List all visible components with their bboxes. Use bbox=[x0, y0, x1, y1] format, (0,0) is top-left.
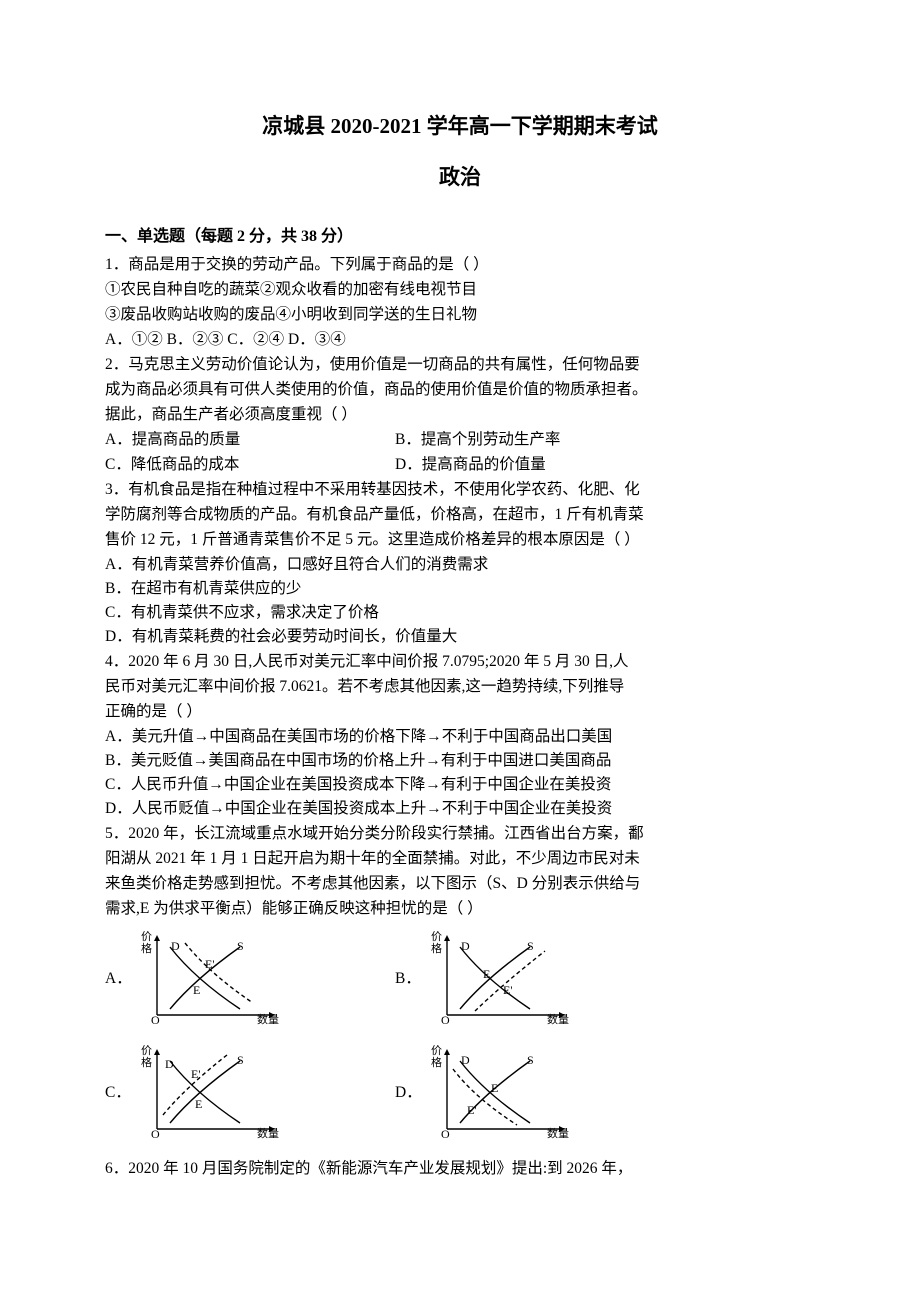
q2-c: C．降低商品的成本 bbox=[105, 453, 395, 477]
q2-opts-row2: C．降低商品的成本 D．提高商品的价值量 bbox=[105, 453, 815, 477]
q2-stem1: 2．马克思主义劳动价值论认为，使用价值是一切商品的共有属性，任何物品要 bbox=[105, 353, 815, 377]
chart-a-e: E bbox=[193, 981, 200, 1000]
chart-a-eprime: E' bbox=[205, 955, 215, 974]
q2-stem2: 成为商品必须具有可供人类使用的价值，商品的使用价值是价值的物质承担者。 bbox=[105, 378, 815, 402]
chart-d-e: E bbox=[491, 1079, 498, 1098]
q4-b: B．美元贬值→美国商品在中国市场的价格上升→有利于中国进口美国商品 bbox=[105, 749, 815, 773]
chart-c-label: C． bbox=[105, 1081, 135, 1105]
chart-d-ylabel: 价 格 bbox=[431, 1045, 442, 1069]
chart-c-ylabel: 价 格 bbox=[141, 1045, 152, 1069]
chart-d: 价 格 数量 D S E E' O bbox=[425, 1043, 575, 1143]
chart-a-d: D bbox=[171, 937, 180, 956]
q3-b: B．在超市有机青菜供应的少 bbox=[105, 577, 815, 601]
chart-b-o: O bbox=[441, 1011, 450, 1030]
q1-l2: ③废品收购站收购的废品④小明收到同学送的生日礼物 bbox=[105, 303, 815, 327]
chart-d-y1: 价 bbox=[431, 1045, 442, 1057]
chart-a-s: S bbox=[237, 937, 244, 956]
q5-stem1: 5．2020 年，长江流域重点水域开始分类分阶段实行禁捕。江西省出台方案，鄱 bbox=[105, 822, 815, 846]
chart-c-s: S bbox=[237, 1051, 244, 1070]
chart-d-o: O bbox=[441, 1125, 450, 1144]
q2-opts-row1: A．提高商品的质量 B．提高个别劳动生产率 bbox=[105, 428, 815, 452]
chart-c-y1: 价 bbox=[141, 1045, 152, 1057]
chart-c-e: E bbox=[195, 1095, 202, 1114]
section-header: 一、单选题（每题 2 分，共 38 分） bbox=[105, 225, 815, 250]
chart-c-o: O bbox=[151, 1125, 160, 1144]
chart-a-y2: 格 bbox=[141, 943, 152, 955]
chart-a: 价 格 数量 D S E' E O bbox=[135, 929, 285, 1029]
q4-d: D．人民币贬值→中国企业在美国投资成本上升→不利于中国企业在美投资 bbox=[105, 797, 815, 821]
q3-a: A．有机青菜营养价值高，口感好且符合人们的消费需求 bbox=[105, 553, 815, 577]
q3-opts: A．有机青菜营养价值高，口感好且符合人们的消费需求 B．在超市有机青菜供应的少 … bbox=[105, 553, 815, 649]
chart-a-ylabel: 价 格 bbox=[141, 931, 152, 955]
chart-c-eprime: E' bbox=[191, 1065, 201, 1084]
chart-d-label: D． bbox=[395, 1081, 425, 1105]
chart-b: 价 格 数量 D S E E' O bbox=[425, 929, 575, 1029]
q4-stem1: 4．2020 年 6 月 30 日,人民币对美元汇率中间价报 7.0795;20… bbox=[105, 650, 815, 674]
q4-c: C．人民币升值→中国企业在美国投资成本下降→有利于中国企业在美投资 bbox=[105, 773, 815, 797]
chart-b-xlabel: 数量 bbox=[547, 1012, 569, 1029]
chart-b-e: E bbox=[483, 965, 490, 984]
chart-c: 价 格 数量 D S E' E O bbox=[135, 1043, 285, 1143]
q4-stem3: 正确的是（ ） bbox=[105, 700, 815, 724]
chart-b-label: B． bbox=[395, 967, 425, 991]
q2-b: B．提高个别劳动生产率 bbox=[395, 428, 560, 452]
chart-a-o: O bbox=[151, 1011, 160, 1030]
chart-c-xlabel: 数量 bbox=[257, 1126, 279, 1143]
chart-d-y2: 格 bbox=[431, 1057, 442, 1069]
exam-subject: 政治 bbox=[105, 161, 815, 194]
q4-opts: A．美元升值→中国商品在美国市场的价格下降→不利于中国商品出口美国 B．美元贬值… bbox=[105, 725, 815, 821]
q2-a: A．提高商品的质量 bbox=[105, 428, 395, 452]
chart-b-d: D bbox=[461, 937, 470, 956]
q5-stem4: 需求,E 为供求平衡点）能够正确反映这种担忧的是（ ） bbox=[105, 897, 815, 921]
q1-opts: A．①② B．②③ C．②④ D．③④ bbox=[105, 328, 815, 352]
q1-stem: 1．商品是用于交换的劳动产品。下列属于商品的是（ ） bbox=[105, 253, 815, 277]
chart-c-y2: 格 bbox=[141, 1057, 152, 1069]
q2-d: D．提高商品的价值量 bbox=[395, 453, 546, 477]
q5-stem2: 阳湖从 2021 年 1 月 1 日起开启为期十年的全面禁捕。对此，不少周边市民… bbox=[105, 847, 815, 871]
q3-d: D．有机青菜耗费的社会必要劳动时间长，价值量大 bbox=[105, 625, 815, 649]
chart-c-d: D bbox=[165, 1055, 174, 1074]
charts-row-1: A． 价 格 数量 D S E' E O B． 价 格 数量 bbox=[105, 929, 815, 1029]
charts-row-2: C． 价 格 数量 D S E' E O D． 价 格 数量 bbox=[105, 1043, 815, 1143]
chart-a-y1: 价 bbox=[141, 931, 152, 943]
q3-stem2: 学防腐剂等合成物质的产品。有机食品产量低，价格高，在超市，1 斤有机青菜 bbox=[105, 503, 815, 527]
q3-stem3: 售价 12 元，1 斤普通青菜售价不足 5 元。这里造成价格差异的根本原因是（ … bbox=[105, 528, 815, 552]
exam-title: 凉城县 2020-2021 学年高一下学期期末考试 bbox=[105, 110, 815, 143]
q1-l1: ①农民自种自吃的蔬菜②观众收看的加密有线电视节目 bbox=[105, 278, 815, 302]
q2-stem3: 据此，商品生产者必须高度重视（ ） bbox=[105, 403, 815, 427]
q4-a: A．美元升值→中国商品在美国市场的价格下降→不利于中国商品出口美国 bbox=[105, 725, 815, 749]
chart-b-y2: 格 bbox=[431, 943, 442, 955]
chart-d-eprime: E' bbox=[467, 1101, 477, 1120]
q5-stem3: 来鱼类价格走势感到担忧。不考虑其他因素，以下图示（S、D 分别表示供给与 bbox=[105, 872, 815, 896]
chart-b-s: S bbox=[527, 937, 534, 956]
q3-stem1: 3．有机食品是指在种植过程中不采用转基因技术，不使用化学农药、化肥、化 bbox=[105, 478, 815, 502]
chart-b-y1: 价 bbox=[431, 931, 442, 943]
chart-d-s: S bbox=[527, 1051, 534, 1070]
chart-a-xlabel: 数量 bbox=[257, 1012, 279, 1029]
chart-d-d: D bbox=[461, 1051, 470, 1070]
q6-stem1: 6．2020 年 10 月国务院制定的《新能源汽车产业发展规划》提出:到 202… bbox=[105, 1157, 815, 1181]
q4-stem2: 民币对美元汇率中间价报 7.0621。若不考虑其他因素,这一趋势持续,下列推导 bbox=[105, 675, 815, 699]
q3-c: C．有机青菜供不应求，需求决定了价格 bbox=[105, 601, 815, 625]
chart-b-eprime: E' bbox=[503, 981, 513, 1000]
chart-d-xlabel: 数量 bbox=[547, 1126, 569, 1143]
chart-b-ylabel: 价 格 bbox=[431, 931, 442, 955]
chart-a-label: A． bbox=[105, 967, 135, 991]
